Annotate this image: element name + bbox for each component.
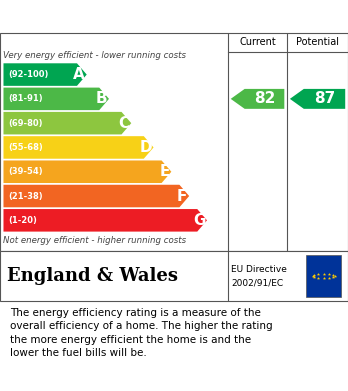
Text: EU Directive: EU Directive bbox=[231, 265, 287, 274]
Text: Not energy efficient - higher running costs: Not energy efficient - higher running co… bbox=[3, 236, 187, 245]
Polygon shape bbox=[3, 136, 153, 159]
Text: Potential: Potential bbox=[296, 37, 339, 47]
Text: (21-38): (21-38) bbox=[9, 192, 43, 201]
Text: B: B bbox=[96, 91, 107, 106]
Text: E: E bbox=[159, 164, 169, 179]
Polygon shape bbox=[290, 89, 345, 109]
Polygon shape bbox=[3, 112, 131, 135]
Text: (55-68): (55-68) bbox=[9, 143, 44, 152]
Text: F: F bbox=[177, 188, 188, 204]
Text: D: D bbox=[139, 140, 152, 155]
Polygon shape bbox=[231, 89, 284, 109]
Text: 82: 82 bbox=[254, 91, 275, 106]
Text: Current: Current bbox=[239, 37, 276, 47]
Text: (1-20): (1-20) bbox=[9, 216, 38, 225]
Text: (81-91): (81-91) bbox=[9, 94, 43, 103]
Text: England & Wales: England & Wales bbox=[7, 267, 178, 285]
Polygon shape bbox=[3, 160, 171, 183]
Polygon shape bbox=[3, 63, 87, 86]
Text: G: G bbox=[193, 213, 205, 228]
Text: 87: 87 bbox=[314, 91, 335, 106]
Polygon shape bbox=[3, 88, 109, 110]
Polygon shape bbox=[3, 185, 189, 207]
Text: (92-100): (92-100) bbox=[9, 70, 49, 79]
Text: Very energy efficient - lower running costs: Very energy efficient - lower running co… bbox=[3, 51, 187, 60]
Text: (39-54): (39-54) bbox=[9, 167, 43, 176]
Text: C: C bbox=[118, 116, 129, 131]
Text: Energy Efficiency Rating: Energy Efficiency Rating bbox=[7, 9, 217, 24]
Text: A: A bbox=[73, 67, 85, 82]
Text: 2002/91/EC: 2002/91/EC bbox=[231, 279, 284, 288]
Text: The energy efficiency rating is a measure of the
overall efficiency of a home. T: The energy efficiency rating is a measur… bbox=[10, 308, 273, 358]
Polygon shape bbox=[3, 209, 207, 231]
Text: (69-80): (69-80) bbox=[9, 118, 43, 127]
Bar bbox=[306, 255, 341, 297]
